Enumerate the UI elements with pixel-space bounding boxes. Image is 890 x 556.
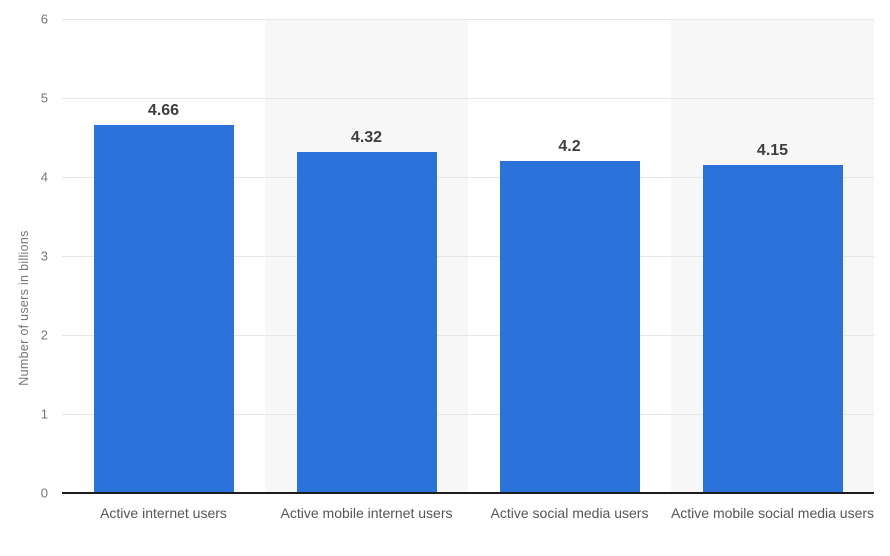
y-tick-label: 3 — [40, 248, 48, 264]
gridline — [62, 414, 874, 415]
y-tick-label: 0 — [40, 485, 48, 501]
y-tick-label: 2 — [40, 327, 48, 343]
y-tick-label: 1 — [40, 406, 48, 422]
y-tick-label: 5 — [40, 90, 48, 106]
bar-value-label: 4.66 — [147, 101, 180, 119]
gridline — [62, 177, 874, 178]
bar-value-label: 4.15 — [756, 142, 789, 160]
x-category-label: Active mobile social media users — [670, 505, 875, 521]
gridline — [62, 98, 874, 99]
bar-4[interactable] — [702, 165, 843, 493]
bar-2[interactable] — [296, 151, 437, 493]
bar-1[interactable] — [93, 124, 234, 493]
x-category-label: Active mobile internet users — [280, 505, 453, 521]
bar-value-label: 4.2 — [558, 138, 581, 156]
x-category-label: Active social media users — [490, 505, 649, 521]
x-category-label: Active internet users — [100, 505, 227, 521]
x-axis-line — [62, 492, 874, 494]
gridline — [62, 19, 874, 20]
y-tick-label: 4 — [40, 169, 48, 185]
gridline — [62, 335, 874, 336]
gridline — [62, 256, 874, 257]
bar-3[interactable] — [499, 161, 640, 493]
y-tick-label: 6 — [40, 11, 48, 27]
plot-area: 4.66 4.32 4.2 4.15 — [62, 19, 874, 494]
bar-value-label: 4.32 — [350, 128, 383, 146]
